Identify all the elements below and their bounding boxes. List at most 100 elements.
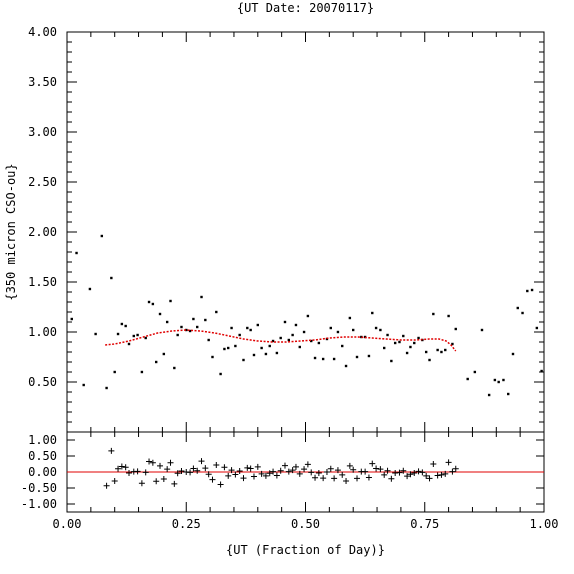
data-point xyxy=(165,320,169,324)
residual-point xyxy=(153,478,160,485)
residual-point xyxy=(217,481,224,488)
data-point xyxy=(105,386,108,390)
residual-point xyxy=(377,466,384,473)
residual-point xyxy=(381,471,388,478)
data-point xyxy=(409,345,412,349)
data-point xyxy=(82,383,85,387)
data-point xyxy=(215,310,218,314)
data-point xyxy=(260,346,263,350)
residual-panel: {UT (Fraction of Day)} 0.00 0.25 0.50 0.75 1.… xyxy=(21,431,558,557)
residual-point xyxy=(273,472,280,479)
residual-point xyxy=(384,467,391,474)
residual-point xyxy=(244,464,251,471)
data-point xyxy=(252,353,256,357)
data-point xyxy=(344,364,348,368)
data-point xyxy=(116,332,120,336)
data-point xyxy=(310,339,313,343)
data-point xyxy=(383,346,386,350)
data-point xyxy=(110,276,113,280)
data-point xyxy=(154,360,158,364)
residual-point xyxy=(396,469,403,476)
data-point xyxy=(398,340,401,344)
residual-point xyxy=(115,465,122,472)
residual-point xyxy=(108,447,115,454)
residual-point xyxy=(254,463,261,470)
residual-point xyxy=(157,462,164,469)
data-point xyxy=(227,346,230,350)
data-point xyxy=(336,330,340,334)
residual-point xyxy=(354,475,361,482)
data-point xyxy=(371,311,374,315)
y-tick-label: 2.50 xyxy=(28,175,57,189)
data-point xyxy=(329,326,332,330)
residual-point xyxy=(225,472,232,479)
data-point xyxy=(140,370,144,374)
residual-point xyxy=(426,475,433,482)
residual-point xyxy=(369,460,376,467)
x-axis-label: {UT (Fraction of Day)} xyxy=(226,543,385,557)
data-point xyxy=(511,352,515,356)
residual-point xyxy=(202,465,209,472)
residual-point xyxy=(296,470,303,477)
data-point xyxy=(444,348,447,352)
residual-point xyxy=(289,467,296,474)
data-point xyxy=(147,300,151,304)
data-point xyxy=(279,336,282,340)
data-point xyxy=(207,338,210,342)
data-point xyxy=(294,323,298,327)
y-tick-label: 1.50 xyxy=(28,275,57,289)
x-tick-label: 0.00 xyxy=(53,517,82,531)
residual-point xyxy=(312,474,319,481)
data-point xyxy=(386,333,389,337)
data-point xyxy=(158,312,162,316)
residual-point xyxy=(232,471,239,478)
data-point xyxy=(516,306,519,310)
data-point xyxy=(113,370,116,374)
residual-y-tick-label: 1.00 xyxy=(28,433,57,447)
residual-point xyxy=(301,466,308,473)
data-point xyxy=(151,302,155,306)
residual-point xyxy=(308,469,315,476)
x-tick-label: 0.50 xyxy=(291,517,320,531)
data-point xyxy=(428,358,431,362)
y-tick-label: 1.00 xyxy=(28,325,57,339)
data-point xyxy=(530,288,534,292)
residual-point xyxy=(134,468,141,475)
residual-point xyxy=(258,470,265,477)
residual-point xyxy=(138,480,145,487)
data-point xyxy=(238,333,241,337)
residual-point xyxy=(292,463,299,470)
data-point xyxy=(256,323,259,327)
residual-point xyxy=(411,469,418,476)
data-point xyxy=(219,372,222,376)
main-panel: {UT Date: 20070117} {350 micron CSO-ou} 0.… xyxy=(4,1,545,433)
residual-y-tick-label: -1.00 xyxy=(21,497,57,511)
data-point xyxy=(432,312,435,316)
residual-point xyxy=(142,469,149,476)
residual-point xyxy=(285,468,292,475)
residual-point xyxy=(270,468,277,475)
fit-curve xyxy=(105,329,457,352)
data-point xyxy=(268,344,271,348)
residual-point xyxy=(346,462,353,469)
x-tick-label: 0.75 xyxy=(410,517,439,531)
data-point xyxy=(200,295,203,299)
data-point xyxy=(173,366,176,370)
residual-point xyxy=(190,465,197,472)
data-point xyxy=(132,334,135,338)
data-point xyxy=(75,251,78,255)
data-point xyxy=(264,352,268,356)
data-point xyxy=(234,344,237,348)
data-point xyxy=(413,341,416,345)
data-point xyxy=(507,392,510,396)
residual-point xyxy=(442,470,449,477)
data-point xyxy=(436,348,439,352)
data-point xyxy=(180,325,183,329)
residual-point xyxy=(281,462,288,469)
data-point xyxy=(249,328,252,332)
data-point xyxy=(497,380,500,384)
y-tick-label: 0.50 xyxy=(28,375,57,389)
data-point xyxy=(540,369,543,373)
data-point xyxy=(493,378,497,382)
